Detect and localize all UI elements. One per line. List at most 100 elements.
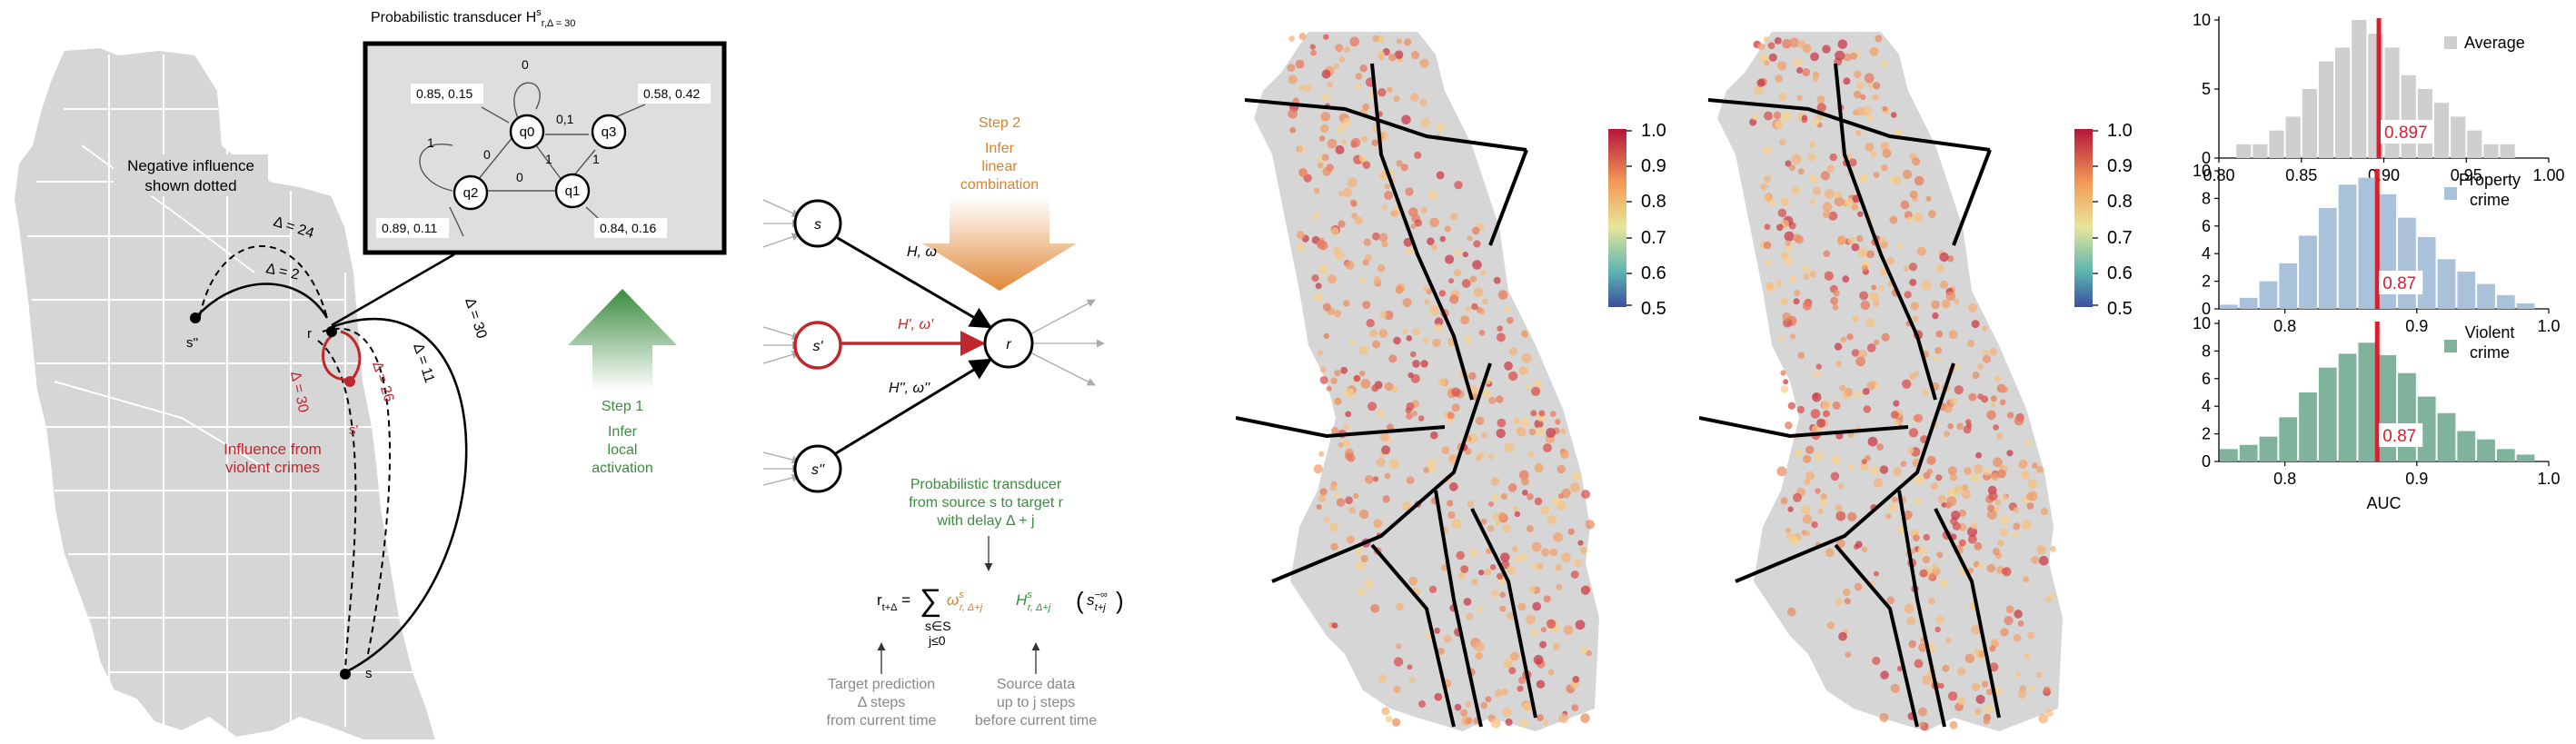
colorbar-tickmarks-1 bbox=[1626, 130, 1632, 306]
map-dot bbox=[1882, 148, 1892, 158]
map-dot bbox=[1423, 467, 1429, 473]
map-dot bbox=[1381, 707, 1390, 716]
map-dot bbox=[1964, 467, 1972, 475]
map-dot bbox=[1473, 240, 1481, 248]
map-dot bbox=[2045, 709, 2054, 717]
map-dot bbox=[2024, 439, 2032, 447]
colorbar-gradient-2 bbox=[2074, 129, 2093, 307]
transducer-title: Probabilistic transducer Hsr,Δ = 30 bbox=[371, 7, 575, 29]
map-dot bbox=[1575, 620, 1586, 630]
map-dot bbox=[1869, 46, 1879, 56]
step1-panel: Step 1 Infer local activation bbox=[568, 289, 677, 476]
map-dot bbox=[1439, 235, 1447, 243]
map-dot bbox=[1991, 472, 2000, 481]
map-dot bbox=[1964, 653, 1975, 664]
map-dot bbox=[1460, 565, 1469, 574]
map-dot bbox=[1845, 651, 1852, 658]
prob-q3: 0.58, 0.42 bbox=[643, 86, 700, 101]
map-dot bbox=[1451, 387, 1461, 397]
map-dot bbox=[1350, 200, 1358, 207]
edge-q0-q2: 0 bbox=[483, 147, 491, 162]
map-dot bbox=[1323, 516, 1330, 523]
map-dot bbox=[1817, 509, 1824, 515]
map-dot bbox=[2011, 531, 2018, 538]
y-tick-label: 4 bbox=[2202, 244, 2211, 263]
map-dot bbox=[1410, 223, 1417, 230]
map-dot bbox=[1376, 457, 1386, 467]
map-dot bbox=[1796, 405, 1805, 414]
node-s-double-prime bbox=[190, 312, 201, 323]
map-dot bbox=[1804, 479, 1811, 486]
map-dot bbox=[1396, 602, 1404, 611]
map-dot bbox=[1295, 59, 1305, 69]
y-tick-label: 10 bbox=[2193, 314, 2211, 332]
map-dot bbox=[1434, 692, 1443, 701]
map-dot bbox=[1873, 570, 1879, 577]
map-dot bbox=[1890, 683, 1900, 693]
prob-q0: 0.85, 0.15 bbox=[416, 86, 472, 101]
map-dot bbox=[1790, 333, 1796, 340]
map-dot bbox=[1510, 651, 1519, 661]
map-dot bbox=[1990, 402, 1996, 408]
map-dot bbox=[2001, 386, 2008, 393]
map-dot bbox=[1419, 58, 1429, 68]
map-dot bbox=[1465, 306, 1472, 312]
annotation-line-3: with delay Δ + j bbox=[936, 513, 1034, 529]
map-dot bbox=[1940, 579, 1949, 589]
map-dot bbox=[1794, 449, 1803, 457]
map-dot bbox=[1441, 446, 1450, 454]
influence-caption-1: Influence from bbox=[224, 441, 322, 458]
map-dot bbox=[1913, 534, 1920, 542]
map-dot bbox=[1531, 386, 1541, 396]
map-dot bbox=[1406, 476, 1415, 484]
map-dot bbox=[1488, 396, 1497, 404]
map-dot bbox=[1954, 485, 1963, 494]
map-dot bbox=[1469, 275, 1477, 283]
delta-26-red: Δ = 26 bbox=[369, 360, 396, 404]
map-dot bbox=[1414, 151, 1422, 159]
map-dot bbox=[1334, 310, 1342, 318]
map-dot bbox=[1890, 112, 1897, 118]
map-dot bbox=[1411, 411, 1418, 417]
formula-under-1: s∈S bbox=[925, 619, 951, 633]
map-dot bbox=[1348, 339, 1355, 345]
map-dot bbox=[1348, 506, 1357, 514]
map-dot bbox=[1389, 459, 1399, 470]
map-dot bbox=[1822, 202, 1833, 212]
map-dot bbox=[2038, 713, 2049, 724]
map-dot bbox=[1866, 343, 1876, 352]
map-dot bbox=[1879, 465, 1889, 474]
map-dot bbox=[1918, 643, 1927, 652]
map-dot bbox=[1914, 659, 1924, 669]
auc-marker-label: 0.897 bbox=[2384, 124, 2428, 143]
map-dot bbox=[1346, 535, 1355, 544]
map-dot bbox=[1372, 340, 1380, 349]
map-dot bbox=[1521, 477, 1529, 486]
map-dot bbox=[1873, 172, 1880, 179]
colorbar-gradient-1 bbox=[1608, 129, 1626, 307]
map-dot bbox=[1809, 199, 1815, 205]
hist-bar bbox=[2433, 103, 2450, 158]
map-dot bbox=[1982, 349, 1989, 355]
map-lines-2 bbox=[1699, 63, 2001, 728]
map-dot bbox=[1572, 471, 1581, 481]
map-dot bbox=[1461, 279, 1471, 288]
map-dot bbox=[1819, 499, 1828, 508]
map-dot bbox=[1384, 472, 1391, 480]
map-dot bbox=[1956, 422, 1964, 431]
map-dot bbox=[1997, 469, 2006, 479]
map-dot bbox=[1512, 546, 1518, 552]
map-dot bbox=[1856, 234, 1864, 243]
map-dot bbox=[1556, 583, 1563, 590]
map-dot bbox=[1381, 240, 1388, 248]
annotation-line-2: from source s to target r bbox=[909, 495, 1064, 511]
map-dot bbox=[1855, 356, 1865, 367]
map-dot bbox=[1902, 379, 1912, 389]
map-dot bbox=[1854, 70, 1862, 79]
map-dot bbox=[1875, 35, 1883, 43]
map-dot bbox=[1974, 463, 1984, 474]
map-dot bbox=[1393, 336, 1401, 345]
map-dot bbox=[1893, 467, 1902, 477]
map-dot bbox=[1870, 151, 1877, 158]
map-dot bbox=[1986, 410, 1996, 421]
